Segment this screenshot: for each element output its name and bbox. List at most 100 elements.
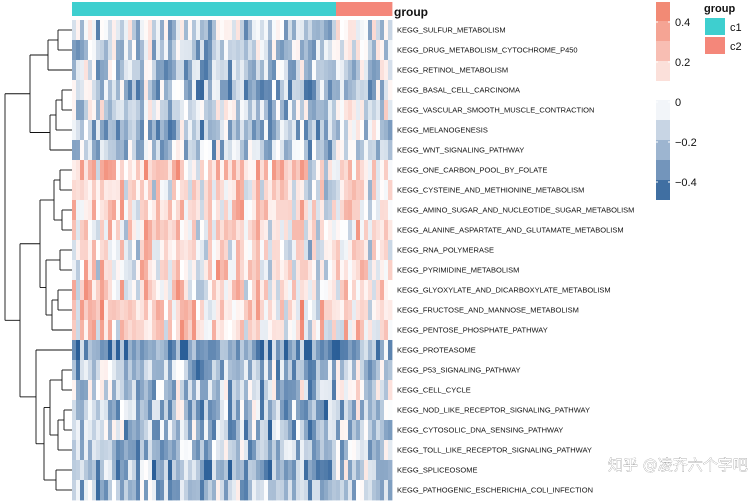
heatmap-cell xyxy=(108,320,113,341)
heatmap-cell xyxy=(108,240,113,261)
heatmap-cell xyxy=(240,100,245,121)
heatmap-cell xyxy=(268,80,273,101)
heatmap-cell xyxy=(124,260,129,281)
heatmap-cell xyxy=(88,160,93,181)
heatmap-cell xyxy=(188,120,193,141)
heatmap-cell xyxy=(196,160,201,181)
heatmap-cell xyxy=(208,320,213,341)
heatmap-cell xyxy=(352,100,357,121)
heatmap-cell xyxy=(72,320,77,341)
heatmap-cell xyxy=(180,380,185,401)
heatmap-cell xyxy=(104,400,109,421)
heatmap-cell xyxy=(296,220,301,241)
heatmap-cell xyxy=(144,420,149,441)
heatmap-cell xyxy=(96,420,101,441)
heatmap-cell xyxy=(260,180,265,201)
heatmap-cell xyxy=(208,440,213,461)
heatmap-cell xyxy=(152,380,157,401)
heatmap-cell xyxy=(156,460,161,481)
heatmap-cell xyxy=(112,260,117,281)
heatmap-cell xyxy=(284,240,289,261)
heatmap-cell xyxy=(152,200,157,221)
heatmap-cell xyxy=(368,440,373,461)
heatmap-cell xyxy=(168,320,173,341)
annotation-cell xyxy=(72,2,77,16)
annotation-cell xyxy=(148,2,153,16)
heatmap-cell xyxy=(332,420,337,441)
heatmap-cell xyxy=(260,280,265,301)
heatmap-cell xyxy=(216,420,221,441)
row-label: KEGG_VASCULAR_SMOOTH_MUSCLE_CONTRACTION xyxy=(397,106,594,115)
heatmap-cell xyxy=(332,460,337,481)
annotation-cell xyxy=(280,2,285,16)
heatmap-cell xyxy=(204,380,209,401)
heatmap-cell xyxy=(84,460,89,481)
heatmap-cell xyxy=(200,200,205,221)
heatmap-cell xyxy=(168,420,173,441)
heatmap-cell xyxy=(88,440,93,461)
heatmap-cell xyxy=(96,440,101,461)
heatmap-cell xyxy=(136,40,141,61)
heatmap-cell xyxy=(88,140,93,161)
heatmap-cell xyxy=(164,80,169,101)
heatmap-cell xyxy=(224,40,229,61)
heatmap-cell xyxy=(216,40,221,61)
heatmap-cell xyxy=(208,60,213,81)
row-label: KEGG_CYSTEINE_AND_METHIONINE_METABOLISM xyxy=(397,186,584,195)
heatmap-cell xyxy=(380,420,385,441)
heatmap-cell xyxy=(308,140,313,161)
heatmap-cell xyxy=(292,440,297,461)
heatmap-cell xyxy=(152,440,157,461)
heatmap-cell xyxy=(204,240,209,261)
heatmap-cell xyxy=(272,200,277,221)
heatmap-cell xyxy=(92,280,97,301)
heatmap-cell xyxy=(244,420,249,441)
annotation-cell xyxy=(208,2,213,16)
heatmap-cell xyxy=(376,420,381,441)
heatmap-cell xyxy=(172,240,177,261)
heatmap-cell xyxy=(104,140,109,161)
heatmap-cell xyxy=(144,460,149,481)
heatmap-cell xyxy=(324,100,329,121)
annotation-cell xyxy=(144,2,149,16)
heatmap-cell xyxy=(244,440,249,461)
heatmap-cell xyxy=(220,260,225,281)
heatmap-cell xyxy=(336,260,341,281)
heatmap-cell xyxy=(320,260,325,281)
heatmap-cell xyxy=(228,280,233,301)
heatmap-cell xyxy=(212,160,217,181)
heatmap-cell xyxy=(332,340,337,361)
heatmap-cell xyxy=(100,180,105,201)
heatmap-cell xyxy=(92,300,97,321)
heatmap-cell xyxy=(260,400,265,421)
heatmap-cell xyxy=(204,60,209,81)
heatmap-cell xyxy=(76,260,81,281)
annotation-cell xyxy=(368,2,373,16)
heatmap-cell xyxy=(360,460,365,481)
heatmap-cell xyxy=(164,360,169,381)
heatmap-cell xyxy=(232,160,237,181)
heatmap-cell xyxy=(200,120,205,141)
annotation-cell xyxy=(276,2,281,16)
heatmap-cell xyxy=(304,60,309,81)
heatmap-cell xyxy=(164,200,169,221)
heatmap-cell xyxy=(124,460,129,481)
heatmap-cell xyxy=(252,20,257,41)
annotation-cell xyxy=(376,2,381,16)
heatmap-cell xyxy=(72,460,77,481)
heatmap-cell xyxy=(312,100,317,121)
heatmap-cell xyxy=(348,20,353,41)
heatmap-cell xyxy=(84,360,89,381)
heatmap-cell xyxy=(268,440,273,461)
annotation-cell xyxy=(152,2,157,16)
heatmap-cell xyxy=(280,420,285,441)
heatmap-cell xyxy=(256,340,261,361)
heatmap-cell xyxy=(144,20,149,41)
heatmap-cell xyxy=(352,220,357,241)
heatmap-cell xyxy=(328,280,333,301)
heatmap-cell xyxy=(356,400,361,421)
heatmap-cell xyxy=(384,20,389,41)
heatmap-cell xyxy=(336,420,341,441)
heatmap-cell xyxy=(276,100,281,121)
heatmap-cell xyxy=(168,440,173,461)
